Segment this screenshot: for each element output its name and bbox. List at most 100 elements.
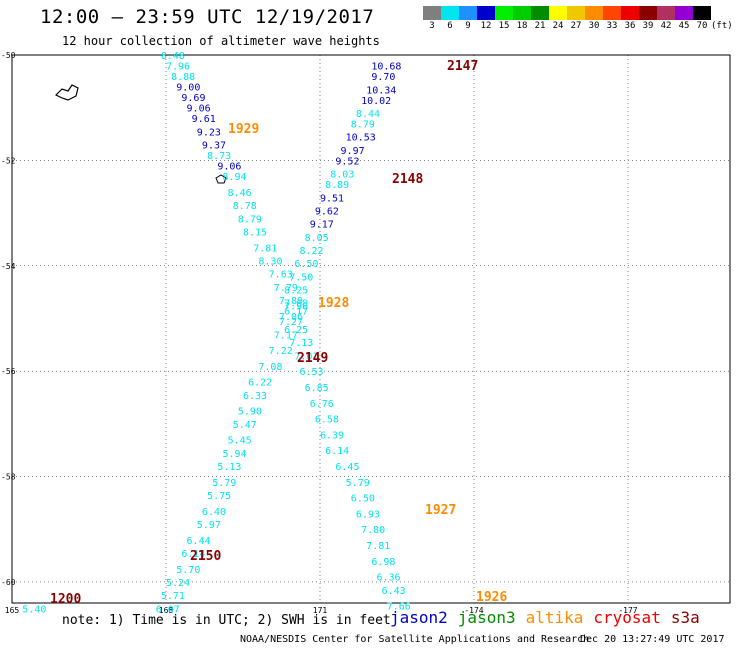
axis-ticks: 165 168 171 -174 -177 -50 -52 -54 -56 -58 -60 [1, 51, 638, 615]
colorbar-swatch-8 [567, 6, 585, 20]
colorbar-label-12: 39 [642, 21, 654, 31]
wave-height-point: 9.17 [310, 220, 334, 231]
colorbar-label-4: 15 [498, 21, 510, 31]
colorbar-label-0: 3 [429, 21, 435, 31]
wave-height-point: 9.06 [217, 162, 241, 173]
wave-height-point: 5.13 [217, 462, 241, 473]
wave-height-point: 8.79 [238, 214, 262, 225]
footer-note: note: 1) Time is in UTC; 2) SWH is in fe… [62, 613, 391, 628]
wave-height-point: 7.81 [253, 243, 277, 254]
wave-height-point: 9.51 [320, 193, 344, 204]
wave-height-point: 7.68 [284, 299, 308, 310]
colorbar-swatch-9 [585, 6, 603, 20]
satellite-jason3: jason3 [457, 608, 516, 627]
wave-height-point: 9.70 [371, 72, 395, 83]
wave-height-point: 8.03 [330, 170, 354, 181]
wave-height-point: 7.01 [294, 351, 318, 362]
wave-height-point: 7.66 [387, 602, 411, 613]
wave-height-point: 6.50 [351, 494, 375, 505]
colorbar-swatch-7 [549, 6, 567, 20]
colorbar-label-16: (ft) [711, 21, 733, 31]
wave-height-point: 8.15 [243, 228, 267, 239]
lat-tick-label: -56 [1, 367, 16, 376]
wave-height-point: 6.22 [248, 378, 272, 389]
wave-height-point: 6.39 [320, 430, 344, 441]
island-shape [54, 84, 79, 101]
colorbar-swatch-15 [693, 6, 711, 20]
wave-height-point: 8.22 [299, 246, 323, 257]
footer-credit: NOAA/NESDIS Center for Satellite Applica… [240, 634, 590, 645]
wave-height-point: 8.94 [222, 172, 246, 183]
track-time-label: 2149 [297, 351, 328, 366]
wave-height-point: 8.48 [161, 51, 185, 62]
wave-height-point: 7.96 [166, 62, 190, 73]
lon-tick-label: 171 [313, 606, 328, 615]
lat-tick-label: -60 [1, 578, 16, 587]
wave-height-point: 6.07 [156, 604, 180, 615]
wave-height-point: 6.43 [382, 586, 406, 597]
wave-height-point: 7.27 [279, 317, 303, 328]
lat-tick-label: -52 [1, 156, 16, 165]
track-time-label: 1927 [425, 503, 456, 518]
colorbar-label-1: 6 [447, 21, 453, 31]
wave-height-point: 10.68 [371, 62, 401, 73]
wave-height-point: 9.61 [192, 114, 216, 125]
lat-tick-label: -50 [1, 51, 16, 60]
wave-height-point: 8.88 [171, 72, 195, 83]
wave-height-point: 6.98 [371, 557, 395, 568]
colorbar-label-15: 70 [696, 21, 708, 31]
wave-height-point: 8.73 [207, 151, 231, 162]
track-time-labels: 1929 2147 2148 1928 2149 1927 1926 2150 1200 [50, 59, 507, 607]
wave-height-point: 8.30 [258, 257, 282, 268]
colorbar-swatch-12 [639, 6, 657, 20]
wave-height-point: 6.58 [315, 415, 339, 426]
track-time-label: 1200 [50, 592, 81, 607]
wave-height-point: 6.14 [325, 446, 349, 457]
wave-height-point: 6.36 [376, 573, 400, 584]
colorbar-swatch-2 [459, 6, 477, 20]
wave-height-point: 6.45 [335, 462, 359, 473]
wave-height-point: 8.25 [284, 285, 308, 296]
wave-height-point: 8.89 [325, 180, 349, 191]
wave-height-point: 9.23 [197, 127, 221, 138]
lon-tick-label: -177 [618, 606, 637, 615]
wave-height-point: 8.44 [356, 109, 380, 120]
lon-tick-label: 165 [5, 606, 20, 615]
colorbar-label-13: 42 [660, 21, 672, 31]
wave-height-point: 7.50 [289, 272, 313, 283]
satellite-s3a: s3a [670, 608, 700, 627]
wave-height-point: 7.22 [269, 346, 293, 357]
wave-height-point: 5.94 [222, 449, 246, 460]
wave-height-point: 6.93 [356, 509, 380, 520]
colorbar-swatch-1 [441, 6, 459, 20]
map-grid [11, 54, 730, 603]
track-time-label: 1926 [476, 590, 507, 605]
wave-height-point: 8.79 [351, 120, 375, 131]
wave-height-point: 7.08 [258, 362, 282, 373]
wave-height-point: 5.45 [228, 436, 252, 447]
wave-height-point: 6.76 [310, 399, 334, 410]
lon-tick-label: -174 [464, 606, 483, 615]
colorbar-label-3: 12 [480, 21, 492, 31]
colorbar-swatch-14 [675, 6, 693, 20]
lat-tick-label: -58 [1, 473, 16, 482]
wave-height-point: 6.40 [202, 507, 226, 518]
island-outline [54, 84, 227, 184]
page-subtitle: 12 hour collection of altimeter wave hei… [62, 34, 380, 48]
wave-height-point: 6.14 [181, 549, 205, 560]
colorbar-swatch-0 [423, 6, 441, 20]
colorbar-label-7: 24 [552, 21, 564, 31]
island-shape-small [215, 174, 227, 184]
wave-height-point: 5.90 [238, 407, 262, 418]
colorbar-swatch-13 [657, 6, 675, 20]
colorbar-label-5: 18 [516, 21, 528, 31]
wave-height-point: 7.13 [289, 338, 313, 349]
colorbar-label-8: 27 [570, 21, 582, 31]
colorbar-labels: 3 6 9 12 15 18 21 24 27 30 33 36 39 42 45 70 (ft) [423, 21, 733, 31]
lon-tick-label: 168 [159, 606, 174, 615]
wave-height-point: 9.69 [181, 93, 205, 104]
wave-height-point: 7.17 [274, 330, 298, 341]
satellite-legend: jason2 jason3 altika cryosat s3a [390, 608, 700, 627]
wave-height-point: 5.79 [346, 478, 370, 489]
